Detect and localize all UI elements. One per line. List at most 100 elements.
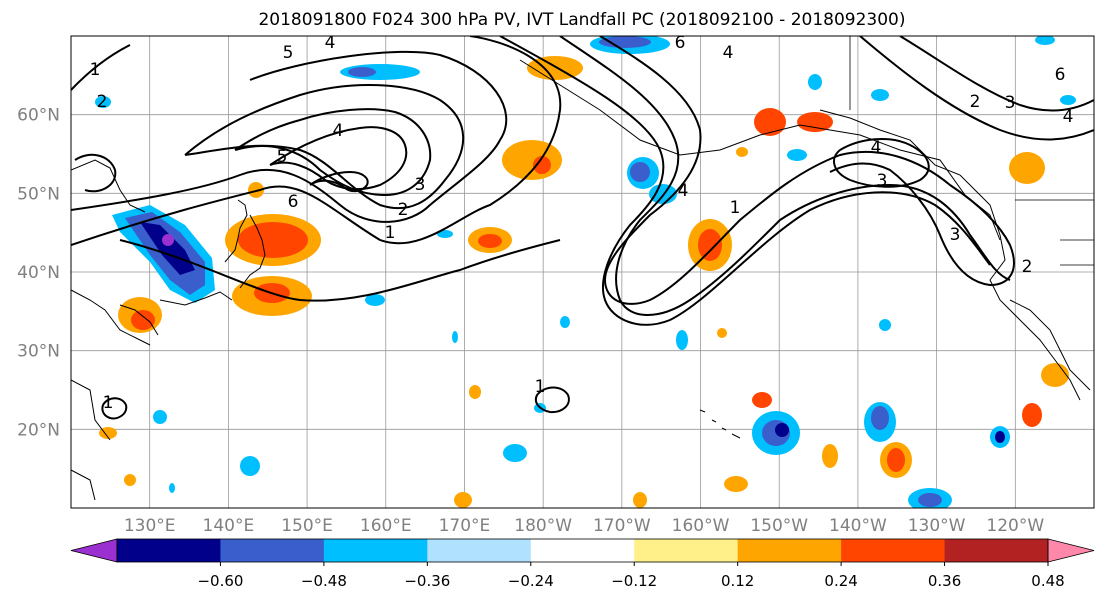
longitude-tick-label: 170°E [439, 516, 491, 536]
hawaii-islands [699, 409, 741, 439]
colorbar-tick-label: 0.48 [1031, 572, 1064, 590]
longitude-tick-label: 130°E [124, 516, 176, 536]
pv-contour-small-loop [101, 397, 128, 420]
ivt-negative-blob [153, 410, 167, 424]
pv-contour-label: 5 [277, 147, 288, 167]
pv-contour-labels: 1 2 5 4 4 5 6 3 2 1 6 4 4 1 4 3 3 2 2 3 [90, 33, 1074, 413]
longitude-labels: 130°E 140°E 150°E 160°E 170°E 180°W 170°W 160°W… [124, 516, 1045, 536]
ivt-positive-blob [131, 310, 155, 330]
ivt-negative-blob [452, 331, 458, 343]
ivt-positive-blob [478, 234, 502, 248]
ivt-negative-blob [871, 89, 889, 101]
pv-contour-label: 4 [871, 138, 882, 158]
pv-contour-label: 1 [730, 198, 741, 218]
latitude-tick-label: 30°N [17, 342, 60, 362]
ivt-negative-blob [630, 162, 650, 182]
pv-contour-label: 3 [1005, 93, 1016, 113]
map-title: 2018091800 F024 300 hPa PV, IVT Landfall… [258, 10, 905, 30]
ivt-negative-blob [808, 74, 822, 90]
latitude-tick-label: 50°N [17, 184, 60, 204]
ivt-negative-blob [503, 444, 527, 462]
alaska-coastline [819, 109, 1081, 401]
longitude-tick-label: 140°W [829, 516, 887, 536]
ivt-positive-blob [724, 476, 748, 492]
pv-contour-label: 2 [398, 200, 409, 220]
pv-contour-label: 4 [325, 33, 336, 53]
latitude-labels: 20°N 30°N 40°N 50°N 60°N [17, 106, 60, 441]
pv-contour-label: 2 [97, 92, 108, 112]
colorbar-tick-label: 0.24 [824, 572, 857, 590]
ivt-negative-blob [560, 316, 570, 328]
longitude-tick-label: 150°E [281, 516, 333, 536]
colorbar-min-extension [70, 538, 118, 563]
ivt-positive-blob [698, 229, 722, 261]
pv-contour-label: 3 [415, 175, 426, 195]
map-content: 1 2 5 4 4 5 6 3 2 1 6 4 4 1 4 3 3 2 2 3 [71, 33, 1094, 508]
pv-contour-label: 4 [723, 43, 734, 63]
pv-contour-label: 4 [678, 181, 689, 201]
pv-contour-label: 3 [877, 171, 888, 191]
ivt-negative-blob [1060, 95, 1076, 105]
ivt-negative-blob [437, 230, 453, 238]
colorbar-max-extension [1047, 538, 1095, 563]
ivt-positive-blob [717, 328, 727, 338]
pv-contour-trough-2 [559, 36, 1011, 316]
pv-contour-west-loop [74, 153, 117, 193]
longitude-tick-label: 120°W [986, 516, 1044, 536]
longitude-tick-label: 180°W [514, 516, 572, 536]
pv-contour-northeast-2 [859, 36, 1094, 141]
ivt-negative-blob [599, 36, 651, 48]
ivt-negative-blob [995, 431, 1005, 443]
pv-contour-2 [71, 50, 508, 223]
ivt-positive-blob [99, 427, 117, 439]
ivt-positive-blob [887, 448, 905, 472]
colorbar-segment [841, 539, 946, 562]
colorbar-tick-label: −0.48 [301, 572, 347, 590]
pv-contour-3 [184, 83, 465, 210]
pv-contour-label: 1 [103, 393, 114, 413]
ivt-positive-blob [124, 474, 136, 486]
ivt-positive-blob [454, 492, 472, 508]
colorbar-segment [427, 539, 532, 562]
colorbar-segment [323, 539, 428, 562]
ivt-negative-blob [676, 330, 688, 350]
ivt-negative-blob [240, 456, 260, 476]
longitude-tick-label: 160°E [360, 516, 412, 536]
japan-coastline [119, 214, 266, 336]
pv-contours [71, 36, 1094, 420]
latitude-tick-label: 60°N [17, 106, 60, 126]
colorbar-tick-label: −0.12 [611, 572, 657, 590]
pv-contour-label: 1 [90, 60, 101, 80]
aleutian-coastline [519, 59, 1001, 241]
pv-contour-small-loop [534, 386, 570, 414]
pv-contour-label: 6 [675, 33, 686, 53]
pv-contour-label: 1 [385, 223, 396, 243]
pv-contour-label: 6 [288, 192, 299, 212]
ivt-positive-blob [469, 385, 481, 399]
pv-contour-label: 1 [535, 377, 546, 397]
longitude-tick-label: 140°E [203, 516, 255, 536]
colorbar-segment [737, 539, 842, 562]
latitude-tick-label: 20°N [17, 420, 60, 440]
pv-contour-label: 2 [1022, 257, 1033, 277]
longitude-tick-label: 130°W [908, 516, 966, 536]
ivt-positive-blob [533, 156, 551, 174]
colorbar-frame [116, 538, 1049, 563]
longitude-tick-label: 170°W [593, 516, 651, 536]
colorbar-tick-label: −0.36 [404, 572, 450, 590]
colorbar-segment [634, 539, 739, 562]
longitude-tick-label: 160°W [672, 516, 730, 536]
pv-contour-northwest [71, 44, 131, 91]
pv-contour-4 [234, 108, 432, 197]
ivt-negative-blob [1035, 36, 1055, 45]
ivt-negative-blob [348, 67, 376, 77]
pv-contour-trough-1 [599, 36, 1015, 305]
pv-contour-label: 2 [970, 92, 981, 112]
ivt-positive-blob [752, 392, 772, 408]
ivt-negative-blob [918, 493, 942, 507]
pv-contour-northeast [899, 36, 1094, 112]
ivt-positive-blob [736, 147, 748, 157]
pv-contour-label: 4 [1063, 107, 1074, 127]
pv-contour-label: 6 [1055, 65, 1066, 85]
ivt-negative-blob [787, 149, 807, 161]
